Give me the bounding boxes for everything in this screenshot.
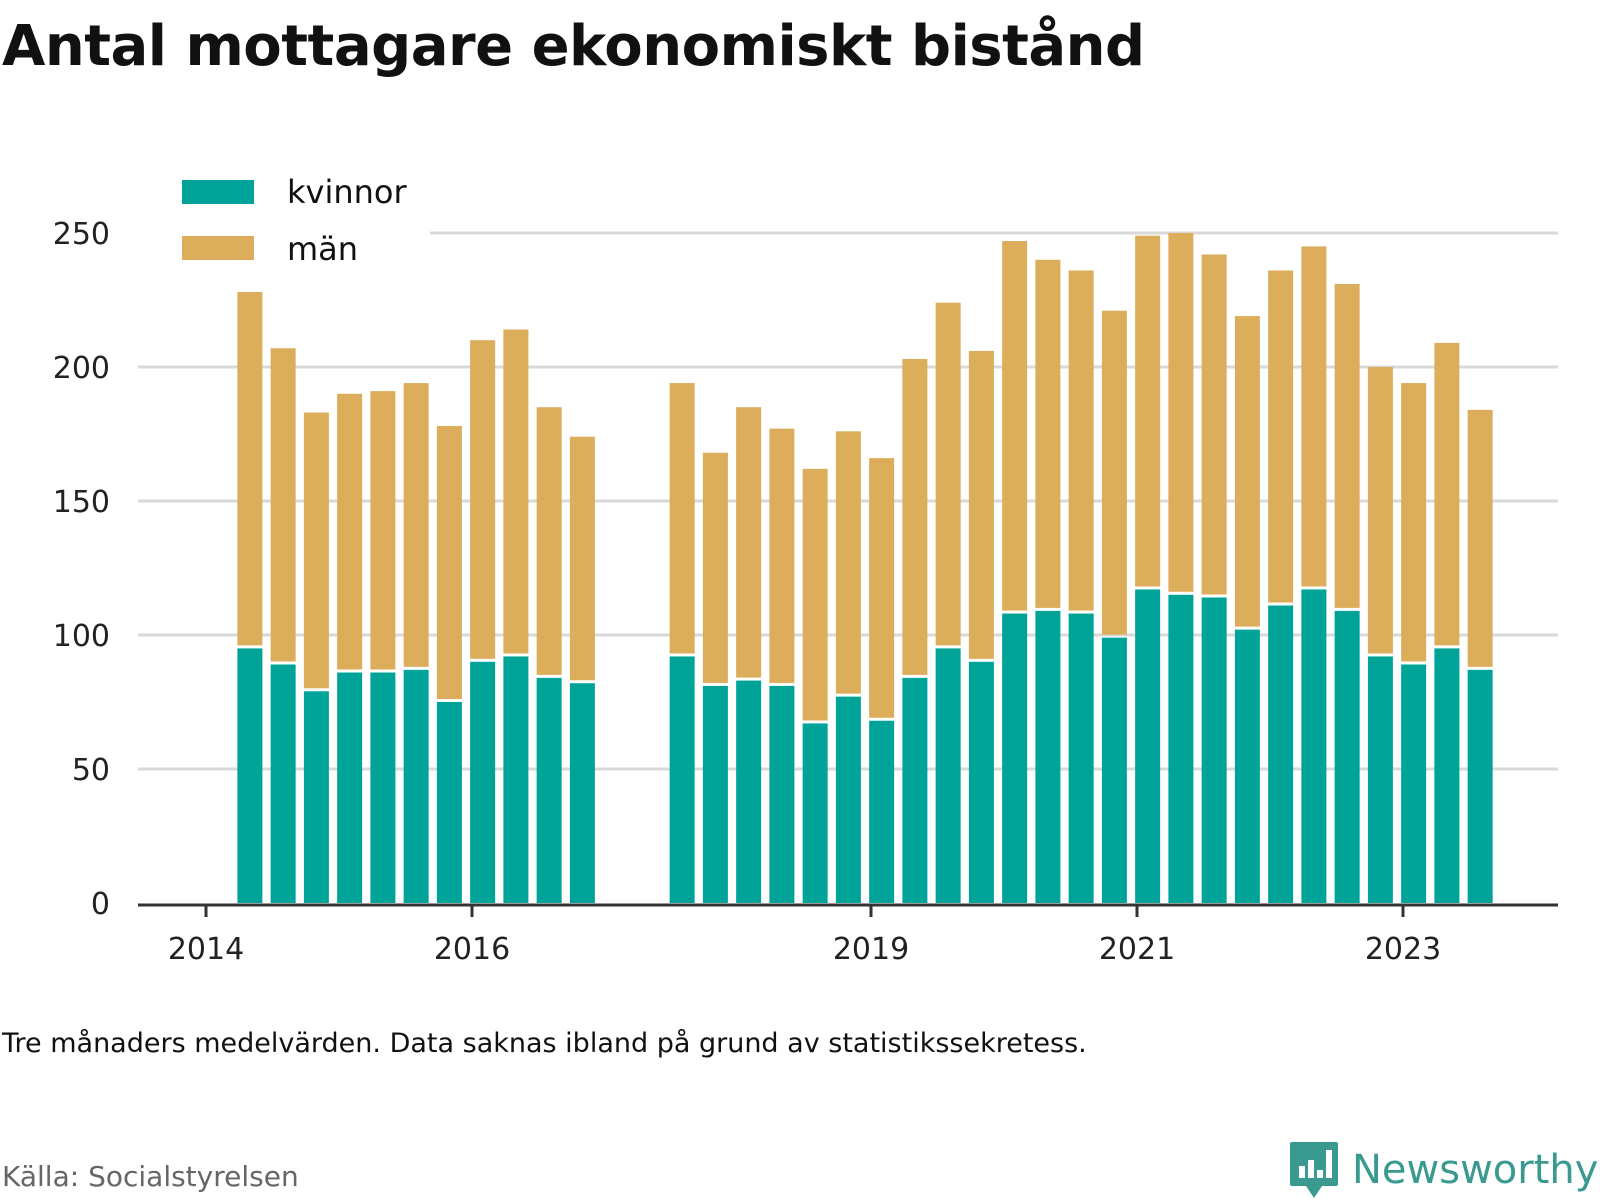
- bar-man: [769, 428, 795, 683]
- y-tick-label: 200: [53, 351, 110, 386]
- bar-kvinnor: [1467, 669, 1493, 903]
- bar-man: [569, 436, 595, 681]
- series-kvinnor: [237, 589, 1493, 903]
- bar-kvinnor: [902, 677, 928, 903]
- bar-man: [902, 358, 928, 675]
- legend-label-kvinnor: kvinnor: [287, 173, 408, 211]
- bar-man: [802, 468, 828, 721]
- bar-kvinnor: [835, 696, 861, 903]
- y-tick-label: 250: [53, 217, 110, 252]
- bar-man: [270, 348, 296, 662]
- bar-kvinnor: [237, 648, 263, 903]
- bar-kvinnor: [1334, 610, 1360, 903]
- brand-logo: Newsworthy: [1288, 1142, 1598, 1198]
- x-axis: 2014 2016 2019 2021 2023: [168, 905, 1441, 967]
- bar-man: [1201, 254, 1227, 595]
- bar-man: [1467, 409, 1493, 667]
- bar-kvinnor: [1401, 664, 1427, 903]
- bar-kvinnor: [968, 661, 994, 903]
- bar-man: [436, 425, 462, 699]
- bar-man: [1068, 270, 1094, 611]
- bar-kvinnor: [1367, 656, 1393, 903]
- bar-kvinnor: [769, 685, 795, 903]
- bar-man: [1002, 241, 1028, 611]
- bar-kvinnor: [935, 648, 961, 903]
- bar-man: [968, 350, 994, 659]
- legend-swatch-man: [182, 236, 254, 260]
- x-tick-label: 2023: [1365, 932, 1441, 967]
- bar-man: [1367, 367, 1393, 654]
- bar-kvinnor: [669, 656, 695, 903]
- bar-kvinnor: [1234, 629, 1260, 903]
- bar-man: [702, 452, 728, 683]
- bar-man: [1234, 316, 1260, 627]
- bar-man: [1101, 310, 1127, 635]
- bar-man: [1434, 342, 1460, 646]
- legend: kvinnor män: [130, 168, 430, 276]
- bar-man: [1135, 235, 1161, 587]
- legend-swatch-kvinnor: [182, 180, 254, 204]
- x-tick-label: 2019: [833, 932, 909, 967]
- bar-man: [935, 302, 961, 646]
- chart-title: Antal mottagare ekonomiskt bistånd: [2, 14, 1145, 79]
- bar-man: [403, 383, 429, 667]
- x-tick-label: 2016: [434, 932, 510, 967]
- bar-man: [370, 391, 396, 670]
- bar-kvinnor: [536, 677, 562, 903]
- footnote: Tre månaders medelvärden. Data saknas ib…: [2, 1028, 1087, 1059]
- bar-kvinnor: [1201, 597, 1227, 903]
- bar-kvinnor: [1301, 589, 1327, 903]
- bar-kvinnor: [370, 672, 396, 903]
- bar-kvinnor: [337, 672, 363, 903]
- y-tick-label: 150: [53, 485, 110, 520]
- bar-kvinnor: [1135, 589, 1161, 903]
- bar-kvinnor: [802, 723, 828, 903]
- bar-man: [869, 458, 895, 718]
- bar-man: [669, 383, 695, 654]
- bar-man: [736, 407, 762, 678]
- y-tick-label: 50: [72, 753, 110, 788]
- bar-man: [1401, 383, 1427, 662]
- bar-man: [1168, 233, 1194, 592]
- bar-man: [835, 431, 861, 694]
- bar-man: [536, 407, 562, 675]
- series-man: [237, 233, 1493, 721]
- bar-man: [337, 393, 363, 670]
- bar-kvinnor: [1068, 613, 1094, 903]
- bar-chart-bubble-icon: [1290, 1142, 1338, 1198]
- bar-kvinnor: [436, 702, 462, 903]
- source: Källa: Socialstyrelsen: [2, 1160, 299, 1193]
- bar-man: [237, 291, 263, 646]
- bar-kvinnor: [1434, 648, 1460, 903]
- y-axis: 0 50 100 150 200 250: [53, 217, 110, 922]
- bar-kvinnor: [1002, 613, 1028, 903]
- bar-man: [1301, 246, 1327, 587]
- bar-kvinnor: [869, 720, 895, 903]
- chart: 2014 2016 2019 2021 2023 0 50 100 150 200 250 kvi…: [52, 168, 1558, 967]
- x-tick-label: 2021: [1099, 932, 1175, 967]
- bar-kvinnor: [403, 669, 429, 903]
- bar-kvinnor: [1168, 594, 1194, 903]
- bar-kvinnor: [303, 691, 329, 903]
- bar-kvinnor: [569, 683, 595, 903]
- bar-kvinnor: [270, 664, 296, 903]
- x-tick-label: 2014: [168, 932, 244, 967]
- y-tick-label: 100: [53, 619, 110, 654]
- bar-kvinnor: [1035, 610, 1061, 903]
- bar-kvinnor: [736, 680, 762, 903]
- bar-man: [1334, 283, 1360, 608]
- bar-kvinnor: [1268, 605, 1294, 903]
- bar-man: [303, 412, 329, 689]
- bar-kvinnor: [503, 656, 529, 903]
- brand-name: Newsworthy: [1352, 1147, 1599, 1193]
- bar-man: [1268, 270, 1294, 603]
- bar-man: [503, 329, 529, 654]
- bar-man: [470, 340, 496, 659]
- bar-kvinnor: [1101, 637, 1127, 903]
- bar-kvinnor: [702, 685, 728, 903]
- bar-kvinnor: [470, 661, 496, 903]
- legend-label-man: män: [287, 230, 358, 268]
- y-tick-label: 0: [91, 887, 110, 922]
- bar-man: [1035, 259, 1061, 608]
